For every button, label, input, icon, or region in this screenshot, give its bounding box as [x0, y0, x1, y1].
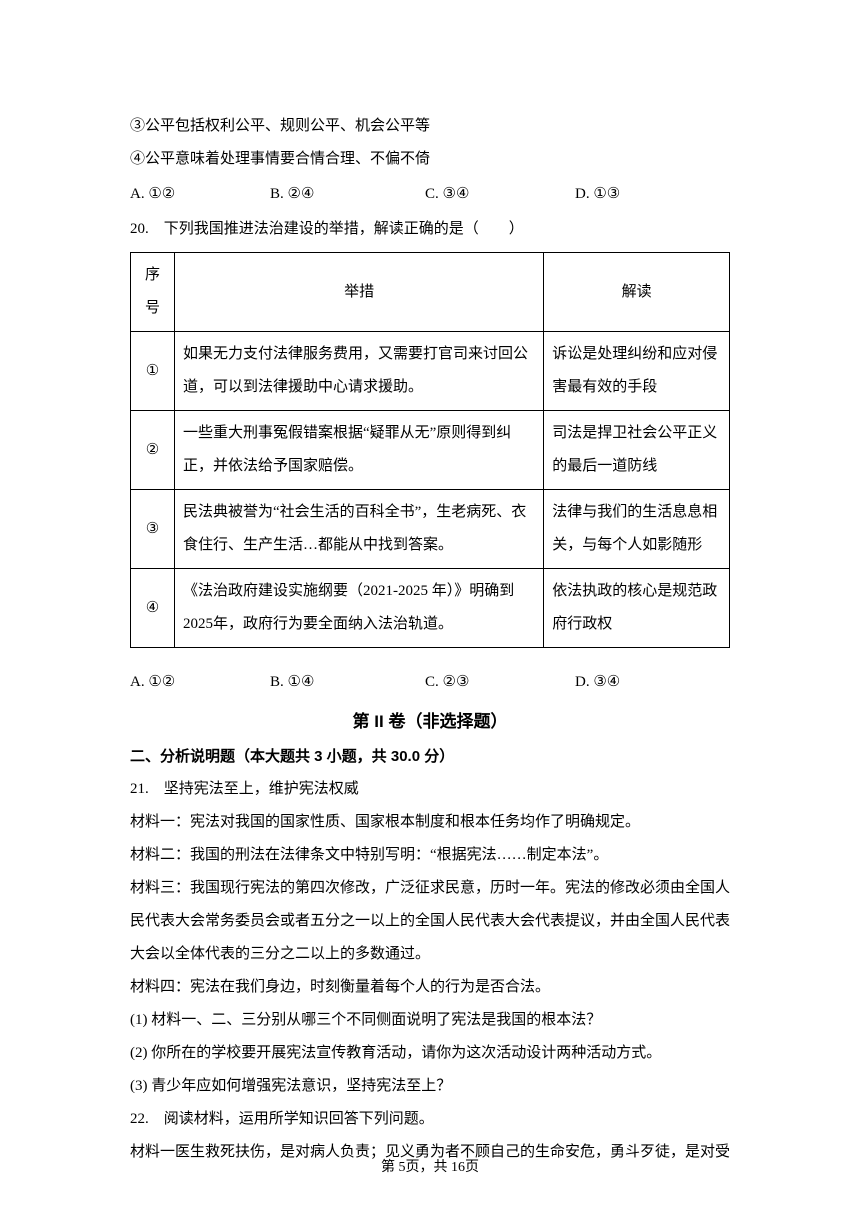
q19-option-a[interactable]: A. ①②: [130, 178, 270, 211]
q19-options: A. ①② B. ②④ C. ③④ D. ①③: [130, 178, 730, 211]
section-2-title: 第 II 卷（非选择题）: [130, 703, 730, 740]
cell-num: ④: [131, 569, 175, 648]
q19-statement-4: ④公平意味着处理事情要合情合理、不偏不倚: [130, 143, 730, 176]
table-row: ① 如果无力支付法律服务费用，又需要打官司来讨回公道，可以到法律援助中心请求援助…: [131, 332, 730, 411]
q19-option-d[interactable]: D. ①③: [575, 178, 620, 211]
q21-material-4: 材料四：宪法在我们身边，时刻衡量着每个人的行为是否合法。: [130, 971, 730, 1004]
q20-option-b[interactable]: B. ①④: [270, 666, 425, 699]
cell-interp: 依法执政的核心是规范政府行政权: [544, 569, 730, 648]
cell-measure: 民法典被誉为“社会生活的百科全书”，生老病死、衣食住行、生产生活…都能从中找到答…: [174, 490, 543, 569]
q21-stem: 21. 坚持宪法至上，维护宪法权威: [130, 773, 730, 806]
cell-interp: 司法是捍卫社会公平正义的最后一道防线: [544, 411, 730, 490]
q21-sub-1: (1) 材料一、二、三分别从哪三个不同侧面说明了宪法是我国的根本法？: [130, 1004, 730, 1037]
q20-stem: 20. 下列我国推进法治建设的举措，解读正确的是（ ）: [130, 213, 730, 246]
th-measure: 举措: [174, 253, 543, 332]
q20-option-a[interactable]: A. ①②: [130, 666, 270, 699]
q20-option-d[interactable]: D. ③④: [575, 666, 620, 699]
table-row: ④ 《法治政府建设实施纲要（2021-2025 年）》明确到 2025年，政府行…: [131, 569, 730, 648]
cell-num: ②: [131, 411, 175, 490]
table-row: ③ 民法典被誉为“社会生活的百科全书”，生老病死、衣食住行、生产生活…都能从中找…: [131, 490, 730, 569]
q21-material-3: 材料三：我国现行宪法的第四次修改，广泛征求民意，历时一年。宪法的修改必须由全国人…: [130, 872, 730, 971]
table-row: 序号 举措 解读: [131, 253, 730, 332]
th-interp: 解读: [544, 253, 730, 332]
page-footer: 第 5页，共 16页: [0, 1153, 860, 1184]
section-2-subtitle: 二、分析说明题（本大题共 3 小题，共 30.0 分）: [130, 740, 730, 773]
q21-sub-3: (3) 青少年应如何增强宪法意识，坚持宪法至上？: [130, 1070, 730, 1103]
cell-measure: 《法治政府建设实施纲要（2021-2025 年）》明确到 2025年，政府行为要…: [174, 569, 543, 648]
cell-interp: 法律与我们的生活息息相关，与每个人如影随形: [544, 490, 730, 569]
cell-interp: 诉讼是处理纠纷和应对侵害最有效的手段: [544, 332, 730, 411]
cell-num: ①: [131, 332, 175, 411]
q20-table: 序号 举措 解读 ① 如果无力支付法律服务费用，又需要打官司来讨回公道，可以到法…: [130, 252, 730, 648]
cell-num: ③: [131, 490, 175, 569]
q21-material-1: 材料一：宪法对我国的国家性质、国家根本制度和根本任务均作了明确规定。: [130, 806, 730, 839]
q21-sub-2: (2) 你所在的学校要开展宪法宣传教育活动，请你为这次活动设计两种活动方式。: [130, 1037, 730, 1070]
cell-measure: 一些重大刑事冤假错案根据“疑罪从无”原则得到纠正，并依法给予国家赔偿。: [174, 411, 543, 490]
table-row: ② 一些重大刑事冤假错案根据“疑罪从无”原则得到纠正，并依法给予国家赔偿。 司法…: [131, 411, 730, 490]
q19-option-b[interactable]: B. ②④: [270, 178, 425, 211]
q19-option-c[interactable]: C. ③④: [425, 178, 575, 211]
cell-measure: 如果无力支付法律服务费用，又需要打官司来讨回公道，可以到法律援助中心请求援助。: [174, 332, 543, 411]
th-num: 序号: [131, 253, 175, 332]
q20-options: A. ①② B. ①④ C. ②③ D. ③④: [130, 666, 730, 699]
q22-stem: 22. 阅读材料，运用所学知识回答下列问题。: [130, 1103, 730, 1136]
q20-option-c[interactable]: C. ②③: [425, 666, 575, 699]
q21-material-2: 材料二：我国的刑法在法律条文中特别写明：“根据宪法……制定本法”。: [130, 839, 730, 872]
q19-statement-3: ③公平包括权利公平、规则公平、机会公平等: [130, 110, 730, 143]
